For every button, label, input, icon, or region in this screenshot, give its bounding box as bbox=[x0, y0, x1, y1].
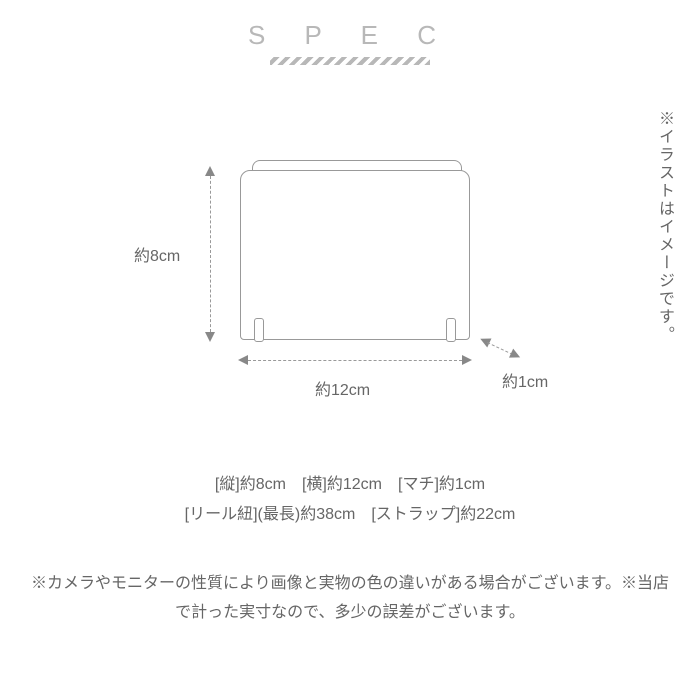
pouch-illustration bbox=[240, 160, 470, 340]
width-label: 約12cm bbox=[315, 376, 370, 400]
arrow-right-icon bbox=[462, 355, 472, 365]
arrow-left-icon bbox=[478, 334, 491, 347]
pouch-front-panel bbox=[240, 170, 470, 340]
width-dimension bbox=[240, 360, 470, 361]
spec-line-2: [リール紐](最長)約38cm [ストラップ]約22cm bbox=[0, 500, 700, 530]
title-divider bbox=[270, 57, 430, 65]
header: S P E C bbox=[0, 0, 700, 65]
spec-text-block: [縦]約8cm [横]約12cm [マチ]約1cm [リール紐](最長)約38c… bbox=[0, 470, 700, 531]
depth-label: 約1cm bbox=[502, 368, 548, 392]
side-note: ※イラストはイメージです。 bbox=[652, 110, 676, 344]
height-label: 約8cm bbox=[134, 242, 180, 266]
height-dimension bbox=[210, 168, 211, 340]
spec-title: S P E C bbox=[0, 20, 700, 51]
pouch-stand-left bbox=[254, 318, 264, 342]
arrow-up-icon bbox=[205, 166, 215, 176]
arrow-right-icon bbox=[509, 349, 522, 362]
depth-dimension bbox=[482, 340, 519, 358]
disclaimer-text: ※カメラやモニターの性質により画像と実物の色の違いがある場合がございます。※当店… bbox=[30, 570, 670, 628]
dimension-diagram: 約8cm 約12cm 約1cm bbox=[110, 130, 560, 430]
pouch-stand-right bbox=[446, 318, 456, 342]
arrow-down-icon bbox=[205, 332, 215, 342]
arrow-left-icon bbox=[238, 355, 248, 365]
spec-line-1: [縦]約8cm [横]約12cm [マチ]約1cm bbox=[0, 470, 700, 500]
